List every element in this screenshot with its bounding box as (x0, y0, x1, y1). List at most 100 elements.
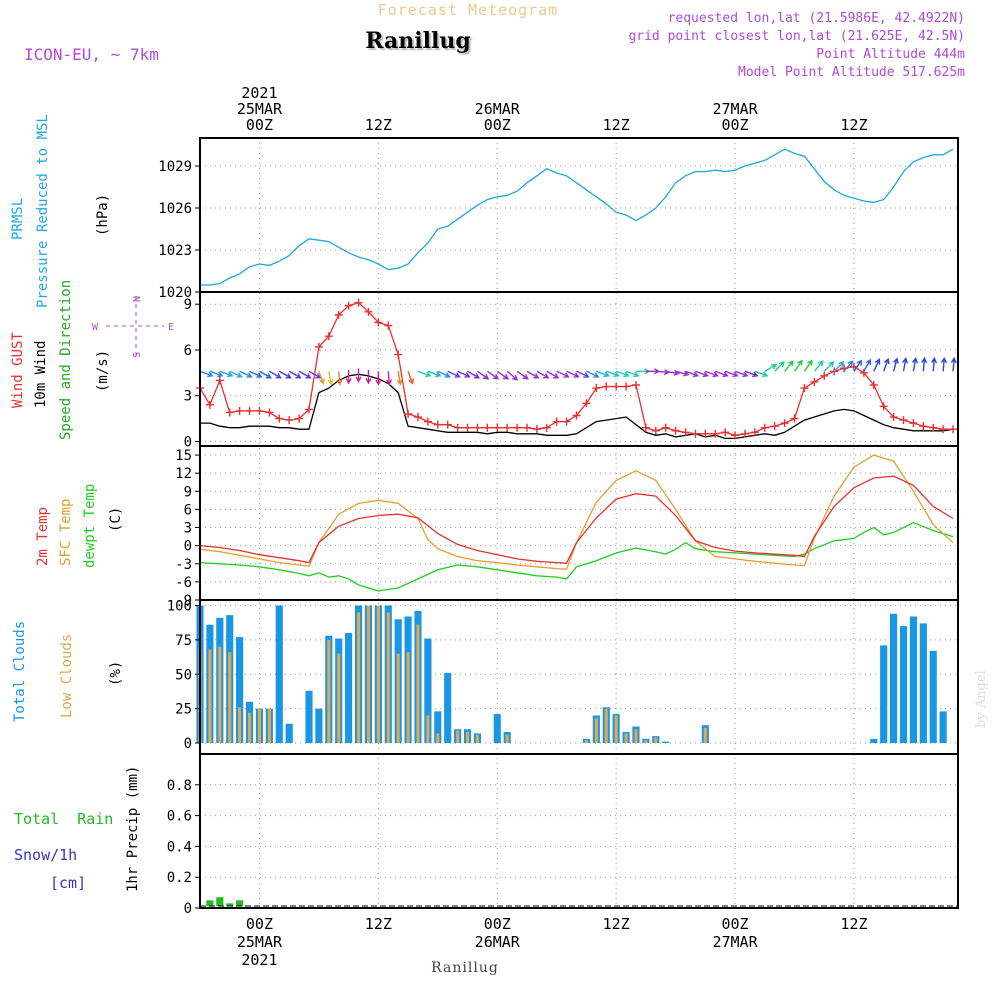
wind-arrow (259, 370, 272, 379)
gust-point (939, 425, 948, 434)
gust-point (304, 405, 313, 414)
low-cloud-bar (456, 730, 460, 743)
gust-point (631, 381, 640, 390)
wind-arrow (375, 371, 382, 386)
wind-arrow (336, 371, 343, 386)
gust-point (463, 423, 472, 432)
temp-unit: (C) (108, 507, 124, 532)
low-cloud-bar (644, 740, 648, 743)
clouds-tick-label: 50 (175, 667, 192, 683)
gust-point (404, 409, 413, 418)
wind-tick-label: 6 (184, 343, 192, 359)
gust-point (513, 423, 522, 432)
gust-point (324, 332, 333, 341)
wind-arrow (675, 370, 690, 377)
temp-dew-label: dewpt Temp (82, 484, 98, 568)
temp-2m-label: 2m Temp (35, 507, 51, 566)
gust-point (314, 342, 323, 351)
pressure-tick-label: 1029 (158, 159, 192, 175)
top-time-label: 26MAR (475, 100, 521, 118)
gust-point (225, 408, 234, 417)
rain-bar (226, 903, 234, 906)
total-cloud-bar (444, 672, 452, 743)
gust-point (235, 406, 244, 415)
wind-arrow (912, 357, 918, 372)
wind-arrow (813, 360, 824, 372)
gust-point (493, 423, 502, 432)
gust-point (443, 420, 452, 429)
gust-point (681, 428, 690, 437)
low-cloud-bar (386, 612, 390, 743)
gust-point (889, 413, 898, 422)
wind-arrow (784, 360, 794, 372)
gust-point (721, 428, 730, 437)
wind-arrow (833, 361, 845, 372)
total-cloud-bar (909, 616, 917, 743)
gust-point (532, 425, 541, 434)
top-time-label: 12Z (365, 116, 392, 134)
gust-point (542, 423, 551, 432)
wind-arrow (249, 370, 263, 378)
temp-sfc-label: SFC Temp (58, 499, 74, 566)
gust-point (562, 417, 571, 426)
pressure-frame (199, 137, 959, 293)
wind-arrow (345, 369, 352, 385)
gust-point (483, 423, 492, 432)
compass-w: W (92, 322, 99, 333)
wind-arrow (327, 371, 334, 386)
gust-point (701, 429, 710, 438)
wind-arrow (516, 370, 529, 380)
wind-arrow (705, 370, 719, 378)
cloud-bars (196, 605, 947, 743)
precip-bars (206, 897, 244, 906)
low-cloud-bar (604, 708, 608, 743)
cloud-unit: (%) (108, 661, 124, 686)
gust-point (949, 425, 958, 434)
gust-point (820, 371, 829, 380)
temp-tick-label: 15 (175, 448, 192, 464)
low-clouds-label: Low Clouds (59, 634, 75, 718)
pressure-line (200, 148, 954, 286)
temp-tick-label: 3 (184, 521, 192, 537)
rain-bar (236, 900, 244, 906)
wind-series (196, 298, 958, 440)
wind-arrow (496, 370, 510, 380)
total-cloud-bar (662, 741, 670, 743)
pressure-label-sub: Pressure Reduced to MSL (35, 114, 51, 308)
total-cloud-bar (899, 626, 908, 743)
wind-arrow (940, 356, 947, 372)
top-time-label: 25MAR (237, 100, 283, 118)
temp-frame (199, 445, 959, 601)
cm-label: [cm] (50, 874, 86, 892)
wind-arrow (950, 356, 957, 372)
precip-frame (199, 753, 959, 909)
gust-point (374, 318, 383, 327)
wind-tick-label: 3 (184, 389, 192, 405)
clouds-tick-label: 25 (175, 702, 192, 718)
snow-label: Snow/1h (14, 846, 77, 864)
wind-arrow (477, 370, 490, 380)
low-cloud-bar (267, 708, 271, 743)
clouds-frame (199, 599, 959, 755)
top-title: Forecast Meteogram (378, 1, 559, 19)
pressure-label-main: PRMSL (10, 198, 26, 240)
bottom-time-label: 27MAR (712, 933, 758, 951)
wind-arrow (625, 370, 640, 378)
gust-point (780, 419, 789, 428)
wind-arrow (744, 370, 759, 378)
total-cloud-bar (890, 613, 898, 743)
gust-point (711, 429, 720, 438)
wind-arrow (355, 368, 362, 383)
low-cloud-bar (594, 718, 598, 743)
wind-arrow (695, 370, 710, 378)
low-cloud-bar (228, 652, 232, 743)
wind-arrow (386, 371, 393, 386)
bottom-time-label: 00Z (484, 915, 511, 933)
bottom-time-label: 2021 (241, 951, 277, 969)
wind-arrow (308, 370, 322, 379)
low-cloud-bar (703, 727, 707, 743)
gust-point (622, 382, 631, 391)
pressure-series (200, 148, 954, 286)
low-cloud-bar (416, 624, 420, 743)
wind-arrow (365, 369, 372, 385)
